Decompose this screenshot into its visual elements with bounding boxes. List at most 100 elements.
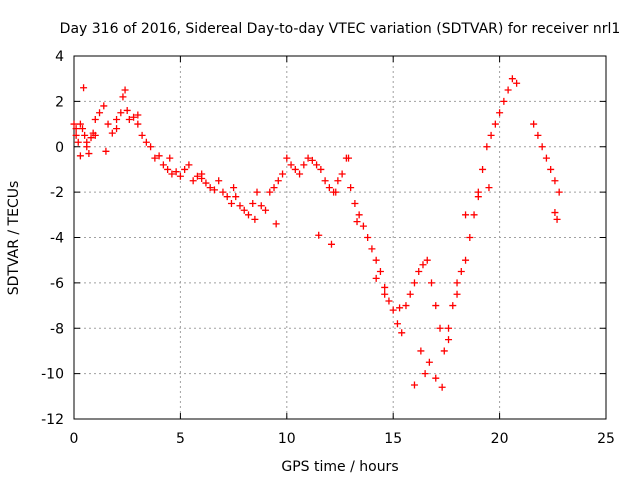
y-tick-label: -6	[50, 276, 64, 292]
y-tick-label: -2	[50, 185, 64, 201]
x-tick-label: 10	[278, 431, 296, 447]
data-point	[313, 161, 321, 169]
data-point	[123, 106, 131, 114]
axis-ticks: 0 5 10 15 20 25 -12 -10 -8 -6 -4 -2 0 2 4	[41, 49, 615, 447]
data-point	[321, 177, 329, 185]
data-point	[230, 184, 238, 192]
data-point	[134, 111, 142, 119]
data-point	[440, 347, 448, 355]
data-point	[538, 143, 546, 151]
data-point	[104, 120, 112, 128]
y-tick-label: -8	[50, 321, 64, 337]
x-tick-label: 20	[491, 431, 509, 447]
data-point	[334, 177, 342, 185]
data-points	[70, 75, 563, 391]
data-point	[198, 175, 206, 183]
data-point	[119, 93, 127, 101]
data-point	[410, 279, 418, 287]
data-point	[396, 304, 404, 312]
data-point	[534, 131, 542, 139]
y-tick-label: 4	[55, 49, 64, 65]
data-point	[419, 261, 427, 269]
data-point	[425, 358, 433, 366]
data-point	[485, 184, 493, 192]
data-point	[240, 206, 248, 214]
data-point	[304, 154, 312, 162]
data-point	[193, 172, 201, 180]
data-point	[355, 211, 363, 219]
data-point	[244, 211, 252, 219]
data-point	[176, 172, 184, 180]
grid-lines	[74, 56, 606, 419]
data-point	[325, 184, 333, 192]
data-point	[364, 234, 372, 241]
data-point	[215, 177, 223, 185]
data-point	[487, 131, 495, 139]
data-point	[223, 193, 231, 201]
data-point	[345, 154, 353, 162]
data-point	[80, 84, 88, 92]
data-point	[445, 324, 453, 332]
data-point	[438, 383, 446, 391]
data-point	[72, 131, 80, 139]
data-point	[372, 256, 380, 264]
data-point	[453, 290, 461, 298]
data-point	[410, 381, 418, 389]
data-point	[353, 218, 361, 226]
y-tick-label: -4	[50, 231, 64, 247]
data-point	[266, 188, 274, 196]
data-point	[227, 199, 235, 207]
data-point	[385, 297, 393, 305]
data-point	[347, 184, 355, 192]
data-point	[76, 152, 84, 160]
y-tick-label: -10	[41, 367, 64, 383]
data-point	[274, 177, 282, 185]
data-point	[415, 268, 423, 276]
data-point	[210, 186, 218, 194]
data-point	[500, 97, 508, 105]
data-point	[381, 283, 389, 291]
data-point	[551, 177, 559, 185]
data-point	[147, 143, 155, 151]
data-point	[272, 220, 280, 228]
y-tick-label: -12	[41, 412, 64, 428]
data-point	[102, 147, 110, 155]
data-point	[372, 274, 380, 282]
data-point	[83, 143, 91, 151]
y-axis-label: SDTVAR / TECUs	[6, 181, 22, 296]
data-point	[496, 109, 504, 117]
x-tick-label: 15	[384, 431, 402, 447]
data-point	[317, 165, 325, 173]
data-point	[172, 168, 180, 176]
data-point	[113, 116, 121, 124]
data-point	[125, 116, 133, 124]
x-axis-label: GPS time / hours	[281, 459, 398, 475]
data-point	[381, 290, 389, 298]
data-point	[315, 231, 323, 239]
data-point	[91, 131, 99, 139]
data-point	[308, 156, 316, 164]
data-point	[530, 120, 538, 128]
data-point	[164, 165, 172, 173]
data-point	[508, 75, 516, 83]
data-point	[279, 170, 287, 178]
data-point	[428, 279, 436, 287]
data-point	[332, 188, 340, 196]
data-point	[72, 125, 80, 133]
data-point	[351, 199, 359, 207]
data-point	[406, 290, 414, 298]
data-point	[283, 154, 291, 162]
data-point	[70, 120, 78, 128]
data-point	[449, 302, 457, 310]
data-point	[483, 143, 491, 151]
data-point	[236, 202, 244, 210]
data-point	[219, 188, 227, 196]
x-tick-label: 5	[176, 431, 185, 447]
data-point	[445, 336, 453, 344]
data-point	[402, 302, 410, 310]
data-point	[91, 116, 99, 124]
data-point	[257, 202, 265, 210]
data-point	[376, 268, 384, 276]
data-point	[85, 150, 93, 158]
data-point	[466, 234, 474, 241]
